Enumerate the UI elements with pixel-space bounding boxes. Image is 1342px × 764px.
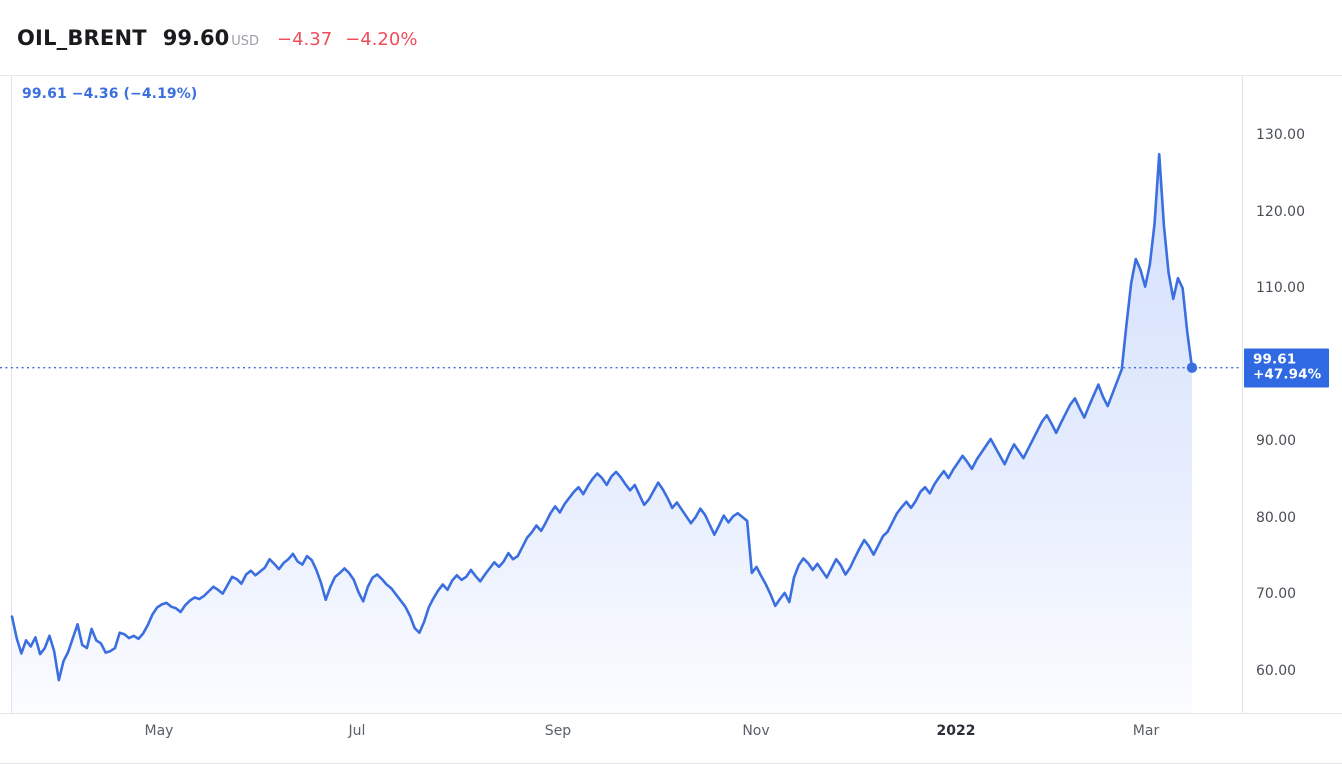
y-axis-label-130: 130.00 bbox=[1256, 127, 1305, 143]
price-chart[interactable]: 99.61 −4.36 (−4.19%) bbox=[0, 76, 1342, 764]
instrument-last-price: 99.60 bbox=[162, 26, 230, 50]
instrument-header: OIL_BRENT 99.60 USD −4.37 −4.20% bbox=[0, 0, 1342, 76]
chart-plot-svg bbox=[0, 76, 1342, 764]
price-area-fill bbox=[12, 154, 1192, 713]
last-price-tag-value: 99.61 bbox=[1253, 351, 1297, 368]
x-axis-label-may: May bbox=[144, 723, 174, 739]
last-price-tag-percent: +47.94% bbox=[1253, 366, 1322, 383]
y-axis-label-120: 120.00 bbox=[1256, 203, 1305, 220]
chart-legend: 99.61 −4.36 (−4.19%) bbox=[22, 86, 198, 102]
y-axis-label-90: 90.00 bbox=[1256, 433, 1297, 450]
y-axis-label-110: 110.00 bbox=[1256, 280, 1305, 297]
last-price-marker bbox=[1186, 362, 1198, 373]
last-price-tag: 99.61 +47.94% bbox=[1244, 348, 1330, 388]
x-axis-label-mar: Mar bbox=[1132, 723, 1160, 739]
y-axis-label-70: 70.00 bbox=[1256, 586, 1297, 603]
y-axis-label-80: 80.00 bbox=[1256, 509, 1297, 526]
x-axis-label-sep: Sep bbox=[544, 723, 572, 739]
price-line bbox=[10, 152, 1194, 682]
x-axis-label-2022: 2022 bbox=[936, 723, 976, 739]
instrument-header-row: OIL_BRENT 99.60 USD −4.37 −4.20% bbox=[17, 26, 417, 50]
x-axis-label-nov: Nov bbox=[742, 723, 770, 739]
x-axis-label-jul: Jul bbox=[348, 723, 366, 739]
instrument-symbol: OIL_BRENT bbox=[17, 26, 147, 50]
instrument-change-percent: −4.20% bbox=[345, 29, 418, 50]
instrument-currency: USD bbox=[231, 34, 259, 49]
instrument-change-absolute: −4.37 bbox=[277, 29, 333, 50]
y-axis-label-60: 60.00 bbox=[1256, 663, 1297, 679]
